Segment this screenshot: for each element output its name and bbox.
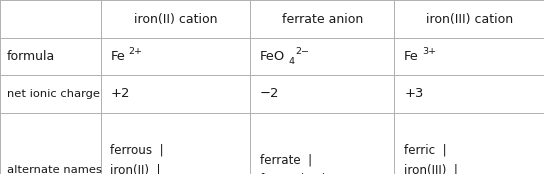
Text: Fe: Fe — [404, 50, 419, 63]
Text: −2: −2 — [260, 88, 280, 100]
Text: iron(II) cation: iron(II) cation — [134, 13, 217, 26]
Text: 2+: 2+ — [128, 47, 143, 56]
Text: ferrate  |: ferrate | — [260, 153, 312, 166]
Text: 4: 4 — [288, 57, 294, 66]
Text: iron(III)  |: iron(III) | — [404, 163, 458, 174]
Text: FeO: FeO — [260, 50, 285, 63]
Text: alternate names: alternate names — [7, 165, 102, 174]
Text: iron(II)  |: iron(II) | — [110, 163, 161, 174]
Text: +3: +3 — [404, 88, 423, 100]
Text: 2−: 2− — [295, 47, 310, 56]
Text: iron(III) cation: iron(III) cation — [425, 13, 513, 26]
Text: 3+: 3+ — [422, 47, 436, 56]
Text: Fe: Fe — [110, 50, 125, 63]
Text: formula: formula — [7, 50, 55, 63]
Text: ferrous  |: ferrous | — [110, 143, 164, 156]
Text: net ionic charge: net ionic charge — [7, 89, 100, 99]
Text: ferrate(2−): ferrate(2−) — [260, 173, 327, 174]
Text: ferrate anion: ferrate anion — [282, 13, 363, 26]
Text: +2: +2 — [110, 88, 130, 100]
Text: ferric  |: ferric | — [404, 143, 447, 156]
